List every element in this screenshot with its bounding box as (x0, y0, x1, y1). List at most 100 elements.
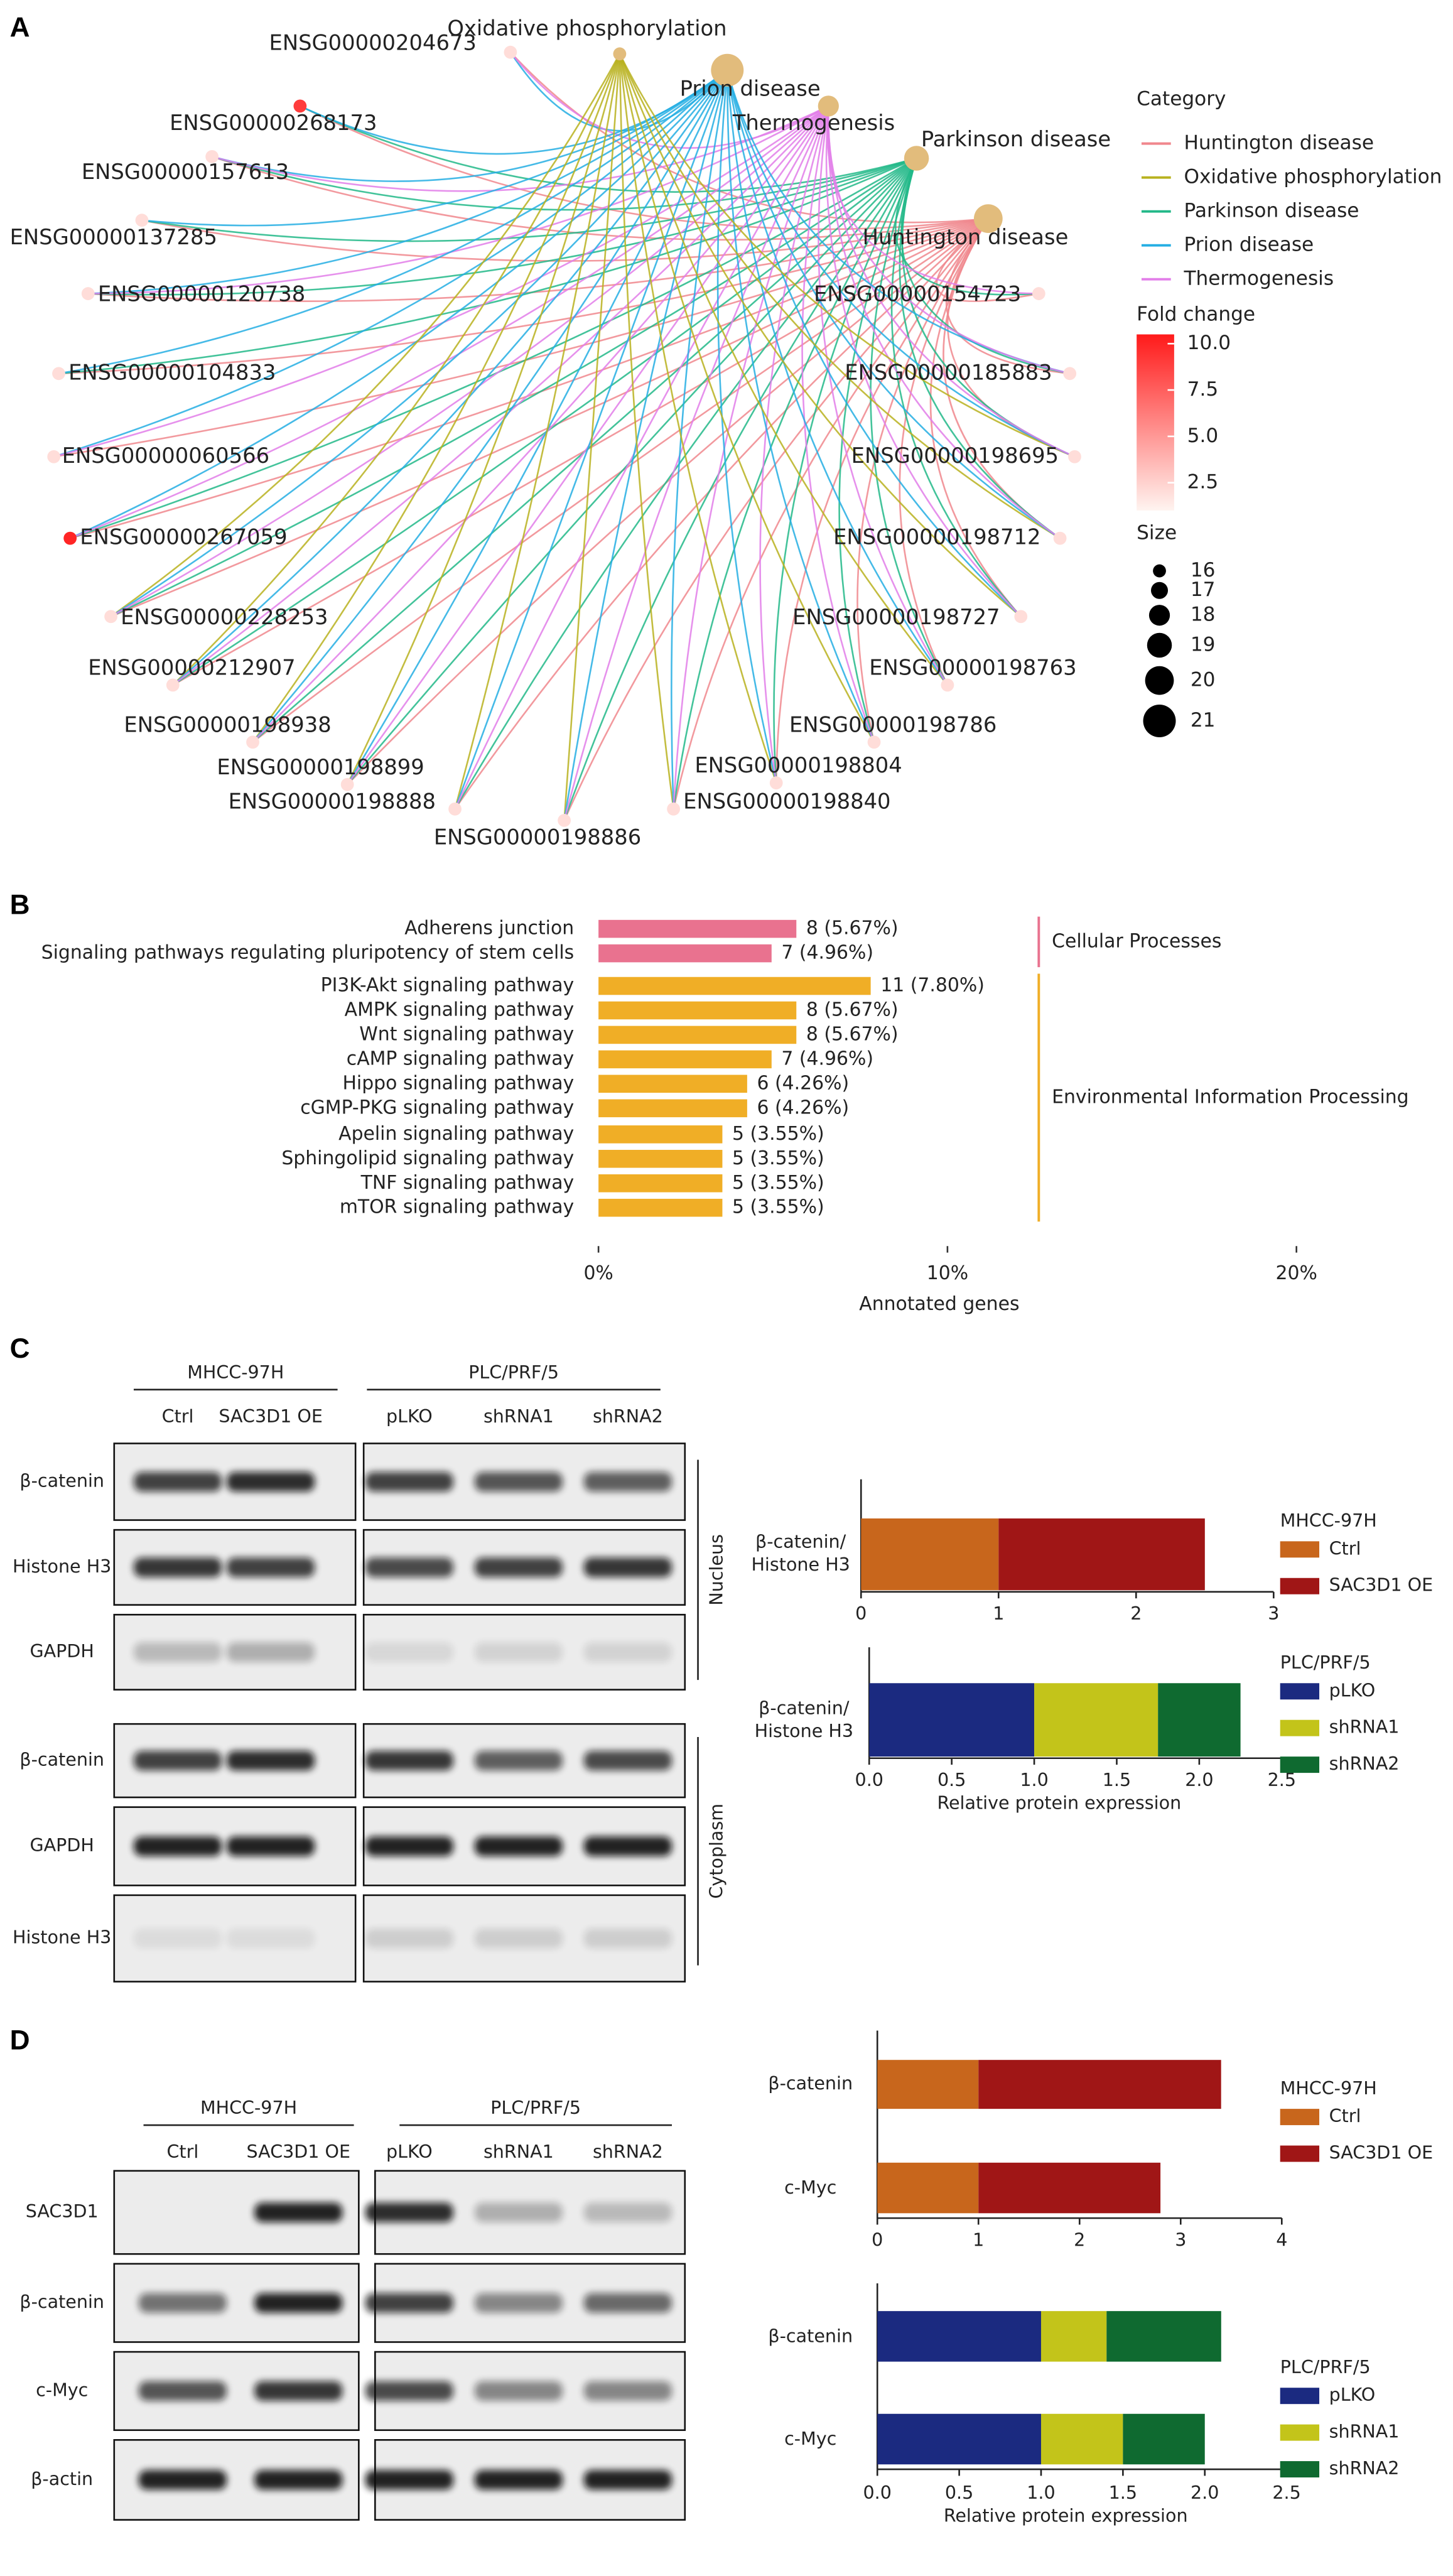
edge (716, 70, 777, 783)
category-label: Huntington disease (863, 225, 1069, 249)
edge (618, 53, 777, 784)
category-label-box: c-Myc (784, 2176, 837, 2198)
blot-band (583, 2293, 672, 2313)
row-label: β-catenin (19, 2291, 104, 2312)
edge (618, 53, 875, 743)
blot-band (474, 2470, 563, 2490)
blot-band (365, 1751, 453, 1771)
edge (856, 218, 989, 743)
gene-node (667, 802, 680, 816)
edge (172, 217, 989, 686)
gene-label: ENSG00000198888 (229, 789, 436, 813)
gene-label: ENSG00000137285 (10, 225, 217, 249)
edge (58, 157, 917, 375)
category-label: β-catenin/ Histone H3 (754, 1697, 854, 1741)
edge (672, 158, 917, 809)
bar-segment (1034, 1683, 1159, 1757)
x-tick-label: 10% (927, 1262, 968, 1284)
x-axis-label: Annotated genes (859, 1293, 1019, 1315)
gene-node (1068, 450, 1081, 463)
edge (53, 217, 989, 458)
colorbar-label: 5.0 (1187, 425, 1219, 447)
blot-band (226, 1751, 315, 1771)
gene-node (166, 678, 180, 692)
x-tick-label: 0 (872, 2229, 883, 2250)
category-label-box: c-Myc (784, 2428, 836, 2449)
gene-label: ENSG00000198804 (694, 753, 902, 777)
blot-band (133, 1836, 222, 1856)
row-label: β-catenin (19, 1749, 104, 1770)
blot-band (474, 2293, 563, 2313)
legend-swatch (1280, 2461, 1320, 2478)
bar-segment (1040, 2311, 1107, 2362)
edge (141, 157, 917, 242)
gene-node (558, 814, 571, 827)
category-label-box: β-catenin (768, 2325, 853, 2346)
blot-band (583, 2470, 672, 2490)
blot-band (365, 1642, 453, 1662)
bar-segment (978, 2060, 1221, 2109)
bar (598, 1074, 747, 1093)
x-tick-label: 1.5 (1109, 2482, 1137, 2503)
group-label: Environmental Information Processing (1052, 1086, 1409, 1108)
edge (252, 106, 829, 743)
section-label: Nucleus (706, 1534, 727, 1606)
lane-label: Ctrl (162, 1405, 194, 1427)
blot-band (133, 1471, 222, 1492)
edge (825, 106, 1022, 617)
category-label: Adherens junction (404, 917, 574, 939)
blot-band (474, 1836, 563, 1856)
edge (672, 218, 989, 809)
legend-title: Fold change (1137, 303, 1255, 325)
edge (726, 70, 875, 743)
lane-label: SAC3D1 OE (219, 1405, 323, 1427)
edge (347, 70, 728, 785)
edge (111, 157, 917, 617)
edge (172, 105, 829, 686)
blot-band (226, 1836, 315, 1856)
edge (563, 70, 728, 821)
edge (563, 158, 917, 821)
bar-segment (1040, 2413, 1123, 2465)
edge (454, 218, 989, 809)
legend-label: Ctrl (1329, 1537, 1361, 1559)
edge (838, 158, 917, 743)
x-tick-label: 2 (1074, 2229, 1085, 2250)
category-label: Wnt signaling pathway (359, 1023, 574, 1045)
lane-label: shRNA2 (593, 1405, 663, 1427)
legend-label: Ctrl (1329, 2105, 1361, 2126)
blot-band (365, 2381, 453, 2401)
lane-label: shRNA1 (483, 2141, 554, 2162)
category-label: Apelin signaling pathway (338, 1123, 574, 1145)
size-legend-label: 20 (1191, 669, 1216, 691)
blot-band (226, 1929, 315, 1949)
bar (598, 1026, 797, 1044)
x-tick-label: 0.5 (945, 2482, 973, 2503)
gene-label: ENSG00000185883 (845, 360, 1052, 384)
gene-label: ENSG00000198840 (683, 789, 890, 813)
value-label: 5 (3.55%) (732, 1172, 824, 1194)
gene-label: ENSG00000198763 (869, 655, 1076, 679)
legend-swatch (1280, 1683, 1320, 1700)
size-legend-label: 19 (1191, 633, 1216, 656)
bar-segment (877, 2060, 979, 2109)
x-tick-label: 0% (583, 1262, 613, 1284)
size-legend-label: 18 (1191, 603, 1216, 626)
bar-segment (998, 1518, 1205, 1591)
legend-title: PLC/PRF/5 (1280, 1652, 1371, 1673)
category-label: Hippo signaling pathway (342, 1072, 574, 1094)
edge (726, 70, 1076, 458)
blot-band (365, 1836, 453, 1856)
bar (598, 1099, 747, 1118)
edge (828, 106, 1076, 458)
edge (347, 158, 917, 786)
blot-band (138, 2470, 227, 2490)
edge (300, 105, 917, 193)
category-label: c-Myc (784, 2176, 837, 2198)
blot-band (583, 1642, 672, 1662)
category-label: AMPK signaling pathway (345, 998, 575, 1020)
gene-label: ENSG00000268173 (170, 111, 377, 135)
gene-label: ENSG00000157613 (82, 160, 289, 184)
gene-label: ENSG00000267059 (80, 525, 287, 549)
value-label: 11 (7.80%) (880, 975, 985, 997)
